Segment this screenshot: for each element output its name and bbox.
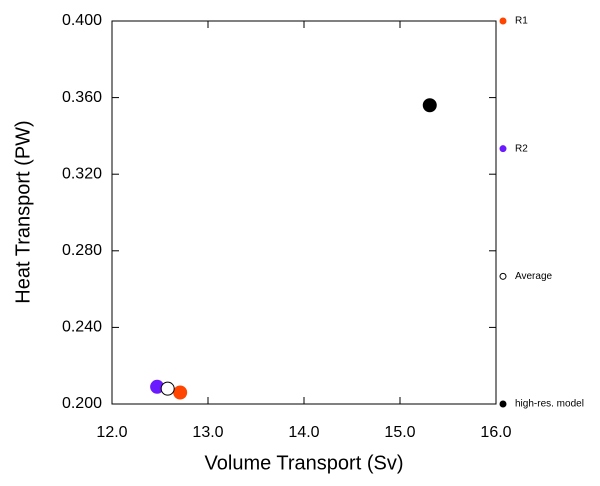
legend-marker <box>499 400 507 408</box>
legend-label: R2 <box>515 143 528 154</box>
legend-marker <box>499 17 507 25</box>
legend-marker <box>499 145 507 153</box>
x-tick-label: 12.0 <box>96 424 127 441</box>
legend-marker <box>499 272 507 280</box>
point <box>422 98 437 113</box>
x-tick-label: 15.0 <box>384 424 415 441</box>
y-tick-label: 0.280 <box>62 242 102 259</box>
plot-frame <box>111 20 497 405</box>
y-tick-label: 0.200 <box>62 395 102 412</box>
y-tick-label: 0.360 <box>62 89 102 106</box>
y-tick-label: 0.320 <box>62 165 102 182</box>
y-tick-label: 0.400 <box>62 12 102 29</box>
point <box>173 385 188 400</box>
x-tick-label: 14.0 <box>288 424 319 441</box>
x-axis-title: Volume Transport (Sv) <box>205 452 404 474</box>
legend-label: R1 <box>515 16 528 27</box>
y-axis-title: Heat Transport (PW) <box>12 120 34 303</box>
legend-label: high-res. model <box>515 399 584 410</box>
y-tick-label: 0.240 <box>62 319 102 336</box>
x-tick-label: 16.0 <box>480 424 511 441</box>
legend-label: Average <box>515 271 553 282</box>
x-tick-label: 13.0 <box>192 424 223 441</box>
point <box>160 381 175 396</box>
